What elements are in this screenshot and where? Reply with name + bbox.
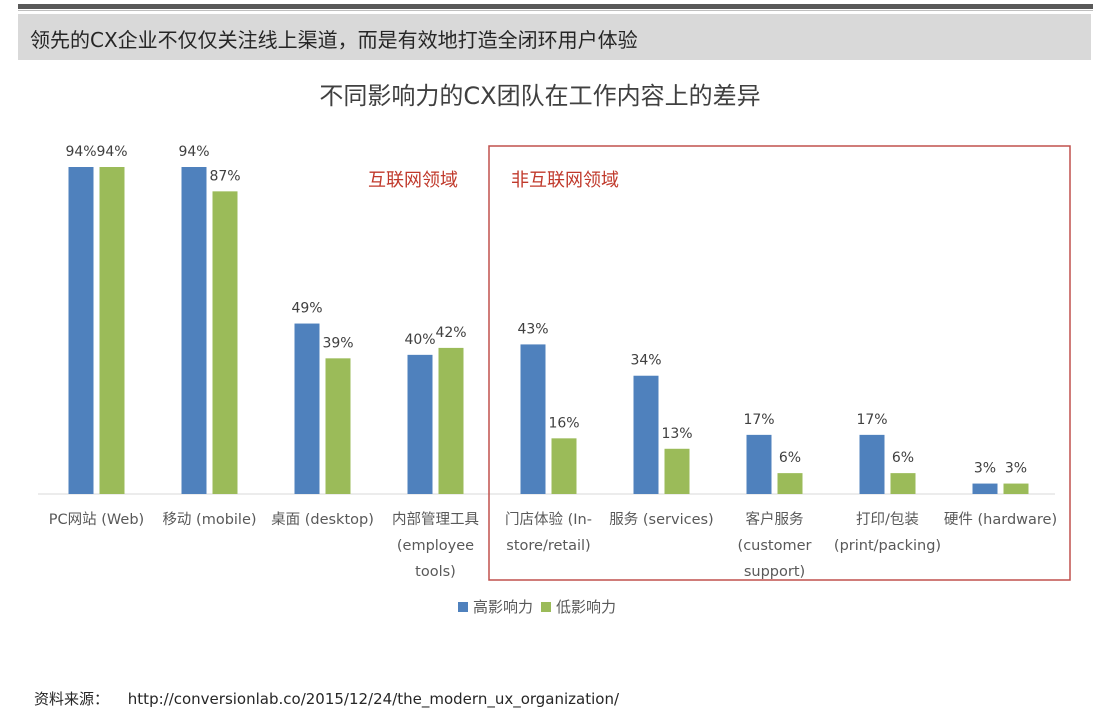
bar-low bbox=[438, 347, 464, 494]
data-label: 3% bbox=[974, 461, 996, 477]
bar-low bbox=[890, 473, 916, 494]
bar-high bbox=[407, 354, 433, 494]
data-label: 6% bbox=[779, 450, 801, 466]
category-label: (print/packing) bbox=[834, 538, 941, 554]
data-label: 42% bbox=[435, 325, 466, 341]
headline-band: 领先的CX企业不仅仅关注线上渠道，而是有效地打造全闭环用户体验 bbox=[18, 14, 1091, 60]
category-label: support) bbox=[744, 564, 805, 580]
data-label: 6% bbox=[892, 450, 914, 466]
bar-high bbox=[181, 167, 207, 494]
data-label: 94% bbox=[96, 144, 127, 160]
bar-low bbox=[777, 473, 803, 494]
bar-high bbox=[294, 323, 320, 494]
category-label: 门店体验 (In- bbox=[505, 511, 592, 528]
top-rule-thin bbox=[18, 10, 1093, 11]
category-label: 内部管理工具 bbox=[392, 511, 479, 528]
category-label: PC网站 (Web) bbox=[49, 511, 144, 528]
data-label: 16% bbox=[548, 415, 579, 431]
bar-high bbox=[633, 375, 659, 494]
legend-item-high: 高影响力 bbox=[458, 596, 533, 617]
category-label: (customer bbox=[738, 538, 812, 554]
category-label: 客户服务 bbox=[746, 511, 804, 528]
source-line: 资料来源： http://conversionlab.co/2015/12/24… bbox=[34, 688, 619, 709]
category-label: 服务 (services) bbox=[609, 511, 713, 528]
category-label: tools) bbox=[415, 564, 456, 580]
category-label: (employee bbox=[397, 538, 474, 554]
legend: 高影响力 低影响力 bbox=[458, 596, 616, 617]
chart-title: 不同影响力的CX团队在工作内容上的差异 bbox=[319, 82, 761, 110]
data-label: 43% bbox=[517, 321, 548, 337]
bar-low bbox=[212, 191, 238, 494]
data-label: 40% bbox=[404, 332, 435, 348]
bar-high bbox=[859, 434, 885, 494]
non-internet-box bbox=[488, 145, 1071, 581]
bar-low bbox=[1003, 483, 1029, 494]
bar-low bbox=[664, 448, 690, 494]
legend-label-high: 高影响力 bbox=[473, 598, 534, 616]
category-label: 打印/包装 bbox=[856, 511, 919, 528]
legend-swatch-high bbox=[458, 601, 468, 612]
top-rule bbox=[18, 4, 1093, 9]
data-label: 49% bbox=[291, 301, 322, 317]
annotation-internet: 互联网领域 bbox=[368, 170, 458, 191]
data-label: 3% bbox=[1005, 461, 1027, 477]
annotation-non-internet: 非互联网领域 bbox=[511, 170, 619, 191]
bar-high bbox=[746, 434, 772, 494]
data-label: 94% bbox=[178, 144, 209, 160]
headline: 领先的CX企业不仅仅关注线上渠道，而是有效地打造全闭环用户体验 bbox=[30, 28, 638, 52]
data-label: 87% bbox=[209, 168, 240, 184]
legend-swatch-low bbox=[541, 601, 552, 612]
data-label: 17% bbox=[856, 412, 887, 428]
category-label: 移动 (mobile) bbox=[162, 511, 256, 528]
data-label: 94% bbox=[65, 144, 96, 160]
data-label: 39% bbox=[322, 335, 353, 351]
category-label: 桌面 (desktop) bbox=[271, 511, 374, 528]
legend-label-low: 低影响力 bbox=[556, 598, 617, 616]
bar-high bbox=[520, 344, 546, 494]
source-url[interactable]: http://conversionlab.co/2015/12/24/the_m… bbox=[127, 690, 620, 708]
bar-low bbox=[325, 358, 351, 494]
legend-item-low: 低影响力 bbox=[541, 596, 616, 617]
bar-high bbox=[68, 167, 94, 494]
bar-low bbox=[99, 167, 125, 494]
data-label: 34% bbox=[630, 353, 661, 369]
category-label: store/retail) bbox=[506, 538, 590, 554]
data-label: 13% bbox=[661, 426, 692, 442]
bar-low bbox=[551, 438, 577, 494]
source-label: 资料来源： bbox=[34, 690, 110, 708]
bar-high bbox=[972, 483, 998, 494]
data-label: 17% bbox=[743, 412, 774, 428]
category-label: 硬件 (hardware) bbox=[944, 511, 1057, 528]
